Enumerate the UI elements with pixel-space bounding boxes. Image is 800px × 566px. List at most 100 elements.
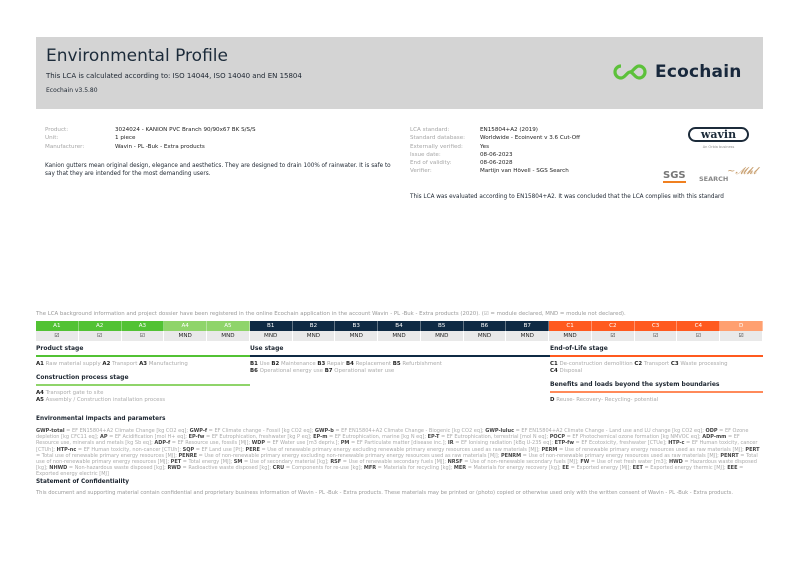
- legend-abbr: WDP: [251, 440, 266, 447]
- module-code: C3: [670, 361, 679, 367]
- legend-desc: Total use of renewable primary energy re…: [41, 452, 176, 459]
- product-row: Product: 3024024 - KANION PVC Branch 90/9…: [45, 126, 256, 134]
- legend-item: GWP-total = EF EN15804+A2 Climate Change…: [36, 428, 190, 434]
- legend-item: CRU = Components for re-use [kg];: [272, 465, 364, 472]
- label: Issue date:: [410, 151, 441, 158]
- module-code: C1: [550, 361, 558, 367]
- beyond-stage: Benefits and loads beyond the system bou…: [550, 381, 763, 404]
- legend-abbr: HTP-nc: [56, 446, 77, 453]
- module-header-b3: B3: [335, 321, 379, 331]
- legend-abbr: SM: [233, 459, 243, 466]
- stage-item: B7 Operational water use: [325, 368, 395, 374]
- legend-item: PM = EF Particulate matter [disease inc.…: [340, 440, 448, 447]
- legend-abbr: PENRE: [178, 452, 198, 459]
- abbreviation-legend: GWP-total = EF EN15804+A2 Climate Change…: [36, 428, 763, 478]
- legend-desc: Use of renewable primary energy excludin…: [267, 446, 539, 453]
- legend-desc: Use of non-renewable secondary fuels [MJ…: [470, 459, 578, 466]
- legend-abbr: AP: [99, 434, 108, 441]
- legend-abbr: EEE: [727, 465, 738, 472]
- stage-item: A2 Transport: [102, 361, 139, 367]
- legend-desc: EF Photochemical ozone formation [kg NMV…: [572, 434, 699, 441]
- stage-title: Use stage: [250, 345, 550, 357]
- module-status-a5: MND: [207, 331, 250, 341]
- module-label: Maintenance: [280, 361, 316, 367]
- legend-item: GWP-luluc = EF EN15804+A2 Climate Change…: [485, 428, 706, 434]
- legend-desc: EF Ionising radiation [kBq U-235 eq]: [460, 440, 552, 447]
- module-label: Operational energy use: [259, 368, 323, 374]
- value: Worldwide - Ecoinvent v 3.6 Cut-Off: [480, 135, 580, 142]
- legend-abbr: NHWD: [49, 465, 68, 472]
- legend-item: PENRT = Total use of non-renewable prima…: [36, 452, 758, 466]
- module-header-a5: A5: [207, 321, 250, 331]
- module-header-b1: B1: [249, 321, 293, 331]
- legend-abbr: IR: [447, 440, 454, 447]
- legend-item: PENRE = Use of non-renewable primary ene…: [178, 452, 501, 459]
- module-status-b7: MND: [506, 331, 550, 341]
- legend-abbr: ODP: [705, 428, 718, 434]
- legend-desc: EF Climate change - Fossil [kg CO2 eq]: [214, 428, 312, 434]
- legend-abbr: ETP-fw: [554, 440, 574, 447]
- value: 08-06-2023: [480, 151, 513, 158]
- legend-abbr: MFR: [363, 465, 377, 472]
- module-header-b2: B2: [292, 321, 336, 331]
- module-label: Manufacturing: [148, 361, 188, 367]
- stage-items: A4 Transport gate to site A5 Assembly / …: [36, 390, 250, 404]
- version: Ecochain v3.5.80: [46, 87, 98, 94]
- module-header-c3: C3: [634, 321, 678, 331]
- module-status-b1: MND: [249, 331, 293, 341]
- module-label: Transport: [112, 361, 138, 367]
- stage-items: D Reuse- Recovery- Recycling- potential: [550, 397, 763, 404]
- module-status-a3: ☑: [121, 331, 165, 341]
- unit-row: Unit: 1 piece: [45, 134, 256, 142]
- stage-item: B1 Use: [250, 361, 271, 367]
- legend-item: EP-T = EF Eutrophication, terrestrial [m…: [427, 434, 550, 441]
- module-label: Assembly / Construction installation pro…: [45, 397, 166, 403]
- label: LCA standard:: [410, 127, 450, 133]
- module-status-c3: ☑: [634, 331, 678, 341]
- module-status-a4: MND: [164, 331, 208, 341]
- legend-abbr: HTP-c: [668, 440, 685, 447]
- label: End of validity:: [410, 160, 452, 167]
- legend-desc: Use of non-renewable primary energy excl…: [204, 452, 498, 459]
- sgs-logo: SGS: [663, 170, 686, 183]
- legend-desc: Materials for recycling [kg]: [383, 465, 451, 472]
- module-header-b5: B5: [420, 321, 464, 331]
- legend-desc: Use of renewable primary energy resource…: [564, 446, 743, 453]
- module-code: B3: [317, 361, 326, 367]
- manufacturer-row: Manufacturer: Wavin - PL -Buk - Extra pro…: [45, 143, 256, 151]
- legend-abbr: PET: [170, 459, 182, 466]
- stage-item: B4 Replacement: [346, 361, 393, 367]
- module-status-b3: MND: [335, 331, 379, 341]
- legend-abbr: PENRM: [500, 452, 522, 459]
- module-label: Use: [259, 361, 270, 367]
- page-title: Environmental Profile: [46, 46, 228, 66]
- legend-desc: EF EN15804+A2 Climate Change - Land use …: [521, 428, 703, 434]
- stage-items: C1 De-construction demolition C2 Transpo…: [550, 361, 763, 375]
- stage-title: Product stage: [36, 345, 250, 357]
- legend-abbr: NRSF: [447, 459, 463, 466]
- legend-abbr: EE: [562, 465, 570, 472]
- legend-desc: Non-hazardous waste disposed [kg]: [74, 465, 165, 472]
- legend-desc: Hazardous waste disposed [kg]: [36, 459, 757, 472]
- use-stage: Use stage B1 Use B2 Maintenance B3 Repai…: [250, 345, 550, 375]
- legend-desc: EF Eutrophication, terrestrial [mol N eq…: [446, 434, 547, 441]
- lca-info: LCA standard: EN15804+A2 (2019) Standard …: [410, 126, 580, 176]
- legend-abbr: PM: [340, 440, 350, 447]
- module-label: Operational water use: [334, 368, 395, 374]
- legend-item: FW = Use of net fresh water [m3];: [580, 459, 669, 466]
- module-status-b2: MND: [292, 331, 336, 341]
- stage-item: B3 Repair: [317, 361, 346, 367]
- legend-abbr: CRU: [272, 465, 285, 472]
- legend-abbr: EET: [632, 465, 643, 472]
- stage-item: A1 Raw material supply: [36, 361, 102, 367]
- legend-item: AP = EF Acidification [mol H+ eq];: [99, 434, 189, 441]
- stage-title: End-of-Life stage: [550, 345, 763, 357]
- legend-abbr: FW: [580, 459, 590, 466]
- legend-item: EP-m = EF Eutrophication, marine [kg N e…: [313, 434, 428, 441]
- stage-item: C1 De-construction demolition: [550, 361, 634, 367]
- legend-item: PENRM = Use of non-renewable primary ene…: [500, 452, 721, 459]
- legend-item: HTP-nc = EF Human toxicity, non-cancer […: [56, 446, 183, 453]
- legend-abbr: GWP-total: [36, 428, 65, 434]
- legend-item: EE = Exported energy [MJ];: [562, 465, 633, 472]
- module-status-a2: ☑: [78, 331, 122, 341]
